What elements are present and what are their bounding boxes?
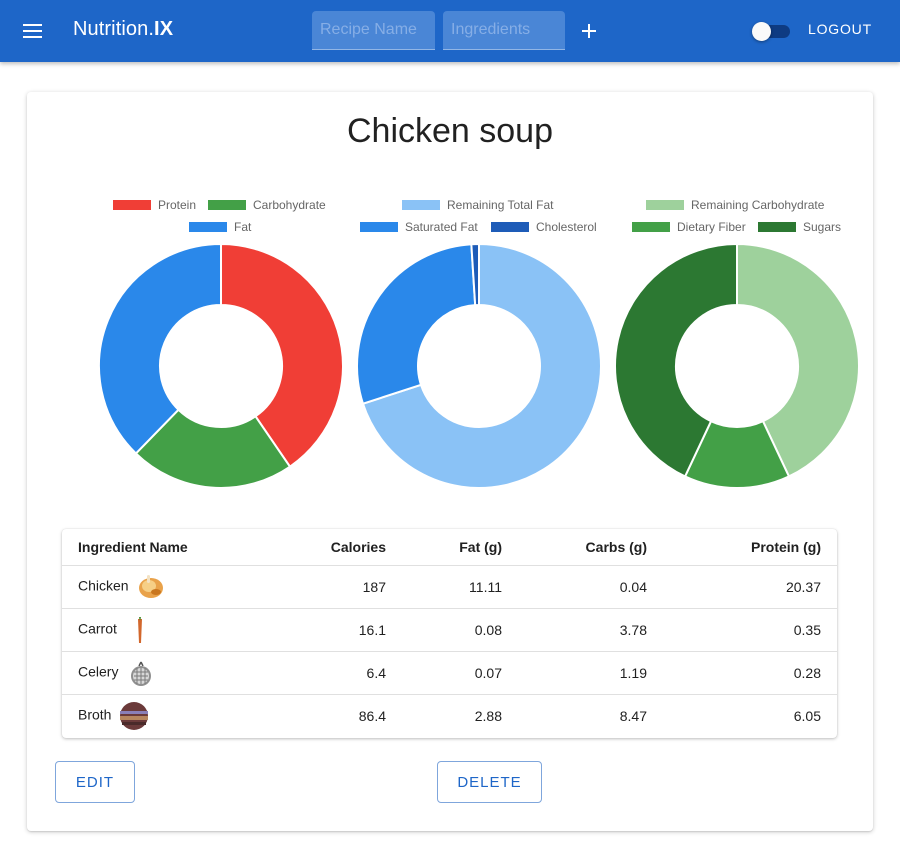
- legend-label: Remaining Carbohydrate: [691, 198, 825, 212]
- protein-cell: 6.05: [793, 707, 821, 724]
- column-header-carbs[interactable]: Carbs (g): [518, 529, 663, 566]
- donut-slice-cholesterol[interactable]: [470, 243, 480, 307]
- brand-logo[interactable]: Nutrition.IX: [73, 18, 173, 41]
- menu-icon[interactable]: [20, 19, 46, 43]
- donut-slice-saturated-fat[interactable]: [356, 243, 477, 405]
- recipe-name-input[interactable]: [312, 11, 435, 50]
- table-row[interactable]: Carrot 16.1 0.08 3.78 0.35: [62, 608, 837, 652]
- legend-swatch: [646, 200, 684, 210]
- ingredient-name-cell: Carrot: [62, 608, 292, 652]
- ingredient-name: Celery: [78, 663, 119, 680]
- legend-label: Saturated Fat: [405, 220, 478, 234]
- recipe-title: Chicken soup: [346, 112, 553, 150]
- legend-swatch: [758, 222, 796, 232]
- delete-button[interactable]: DELETE: [437, 761, 542, 803]
- brand-suffix: IX: [154, 18, 174, 40]
- ingredient-name: Carrot: [78, 620, 117, 637]
- fats-donut-chart[interactable]: [356, 243, 602, 489]
- broth-icon: [120, 701, 149, 730]
- fat-cell: 0.08: [402, 608, 518, 652]
- donut-slice-protein[interactable]: [220, 243, 344, 469]
- recipe-card: Chicken soup Protein Carbohydrate Fat Re…: [27, 92, 873, 831]
- protein-cell: 0.35: [663, 608, 837, 652]
- ingredient-name-cell: Chicken: [62, 565, 292, 609]
- legend-item-cholesterol[interactable]: Cholesterol: [491, 220, 597, 234]
- ingredient-name-cell: Broth: [62, 694, 292, 737]
- donut-slice-fat[interactable]: [98, 243, 222, 455]
- donut-slice-remaining-total-fat[interactable]: [361, 243, 602, 489]
- logout-button[interactable]: LOGOUT: [808, 21, 872, 37]
- ingredients-table: Ingredient Name Calories Fat (g) Carbs (…: [62, 529, 837, 738]
- legend-label: Carbohydrate: [253, 198, 326, 212]
- fat-cell: 0.07: [402, 651, 518, 695]
- legend-swatch: [632, 222, 670, 232]
- table-header-row: Ingredient Name Calories Fat (g) Carbs (…: [62, 529, 837, 566]
- fat-cell: 2.88: [474, 707, 502, 724]
- celery-icon: [131, 661, 152, 686]
- legend-item-carbohydrate[interactable]: Carbohydrate: [208, 198, 326, 212]
- legend-swatch: [189, 222, 227, 232]
- table-row[interactable]: Celery 6.4 0.07 1.19 0.28: [62, 651, 837, 695]
- protein-cell: 20.37: [663, 565, 837, 609]
- legend-item-protein[interactable]: Protein: [113, 198, 196, 212]
- column-header-ingredient-name[interactable]: Ingredient Name: [62, 529, 292, 566]
- carbs-cell: 1.19: [518, 651, 663, 695]
- legend-item-fat[interactable]: Fat: [189, 220, 251, 234]
- carbs-donut-chart[interactable]: [614, 243, 860, 489]
- column-header-calories[interactable]: Calories: [292, 529, 402, 566]
- macros-donut-chart[interactable]: [98, 243, 344, 489]
- app-bar: Nutrition.IX LOGOUT: [0, 0, 900, 62]
- calories-cell: 16.1: [292, 608, 402, 652]
- ingredient-name-cell: Celery: [62, 651, 292, 695]
- legend-swatch: [208, 200, 246, 210]
- donut-slice-remaining-carbohydrate[interactable]: [736, 243, 860, 478]
- theme-toggle[interactable]: [752, 22, 790, 41]
- column-header-protein[interactable]: Protein (g): [663, 529, 837, 566]
- ingredients-input[interactable]: [443, 11, 565, 50]
- toggle-thumb: [752, 22, 771, 41]
- calories-cell: 86.4: [358, 707, 386, 724]
- legend-item-saturated-fat[interactable]: Saturated Fat: [360, 220, 478, 234]
- fat-cell: 11.11: [402, 565, 518, 609]
- donut-slice-sugars[interactable]: [614, 243, 738, 478]
- legend-label: Remaining Total Fat: [447, 198, 554, 212]
- chicken-icon: [139, 574, 164, 598]
- brand-prefix: Nutrition.: [73, 18, 155, 40]
- legend-label: Sugars: [803, 220, 842, 234]
- legend-label: Protein: [158, 198, 197, 212]
- table-row[interactable]: Broth 86.4 2.88 8.47 6.05: [62, 694, 837, 737]
- donut-slice-carbohydrate[interactable]: [134, 408, 292, 489]
- column-header-fat[interactable]: Fat (g): [402, 529, 518, 566]
- carbs-cell: 0.04: [518, 565, 663, 609]
- add-recipe-icon[interactable]: [579, 21, 599, 41]
- calories-cell: 187: [292, 565, 402, 609]
- legend-swatch: [360, 222, 398, 232]
- legend-item-sugars[interactable]: Sugars: [758, 220, 841, 234]
- carrot-icon: [137, 616, 142, 643]
- legend-swatch: [113, 200, 151, 210]
- legend-swatch: [491, 222, 529, 232]
- legend-label: Dietary Fiber: [677, 220, 746, 234]
- legend-item-remaining-total-fat[interactable]: Remaining Total Fat: [402, 198, 554, 212]
- carbs-cell: 3.78: [518, 608, 663, 652]
- ingredient-name: Chicken: [78, 577, 129, 594]
- table-row[interactable]: Chicken 187 11.11 0.04 20.37: [62, 565, 837, 609]
- ingredient-name: Broth: [78, 706, 112, 723]
- edit-button[interactable]: EDIT: [55, 761, 135, 803]
- legend-swatch: [402, 200, 440, 210]
- legend-label: Cholesterol: [536, 220, 597, 234]
- calories-cell: 6.4: [292, 651, 402, 695]
- legend-label: Fat: [234, 220, 252, 234]
- legend-item-remaining-carbohydrate[interactable]: Remaining Carbohydrate: [646, 198, 824, 212]
- carbs-cell: 8.47: [619, 707, 647, 724]
- protein-cell: 0.28: [663, 651, 837, 695]
- legend-item-dietary-fiber[interactable]: Dietary Fiber: [632, 220, 746, 234]
